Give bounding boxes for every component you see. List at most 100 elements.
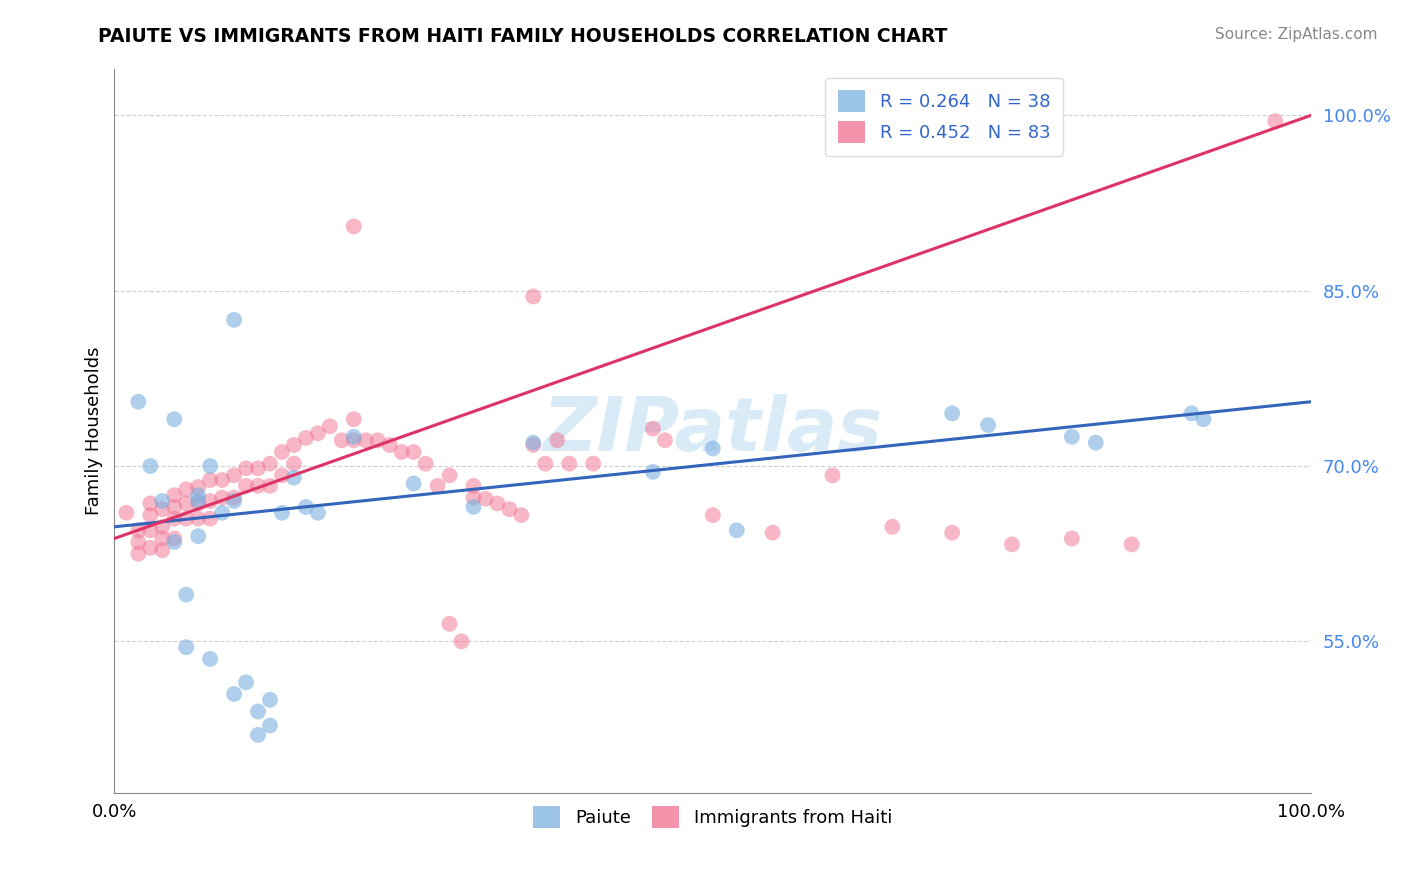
Legend: Paiute, Immigrants from Haiti: Paiute, Immigrants from Haiti [526, 798, 900, 835]
Point [439, 616, 461, 631]
Point [247, 728, 270, 742]
Point [426, 479, 449, 493]
Point [259, 718, 281, 732]
Point [187, 488, 209, 502]
Point [115, 506, 138, 520]
Point [558, 457, 581, 471]
Point [1180, 406, 1202, 420]
Point [319, 419, 342, 434]
Point [150, 520, 173, 534]
Point [235, 479, 257, 493]
Point [174, 511, 197, 525]
Point [150, 494, 173, 508]
Point [247, 479, 270, 493]
Point [391, 445, 413, 459]
Point [222, 494, 245, 508]
Text: ZIPatlas: ZIPatlas [543, 394, 883, 467]
Point [222, 468, 245, 483]
Point [283, 457, 305, 471]
Point [522, 438, 544, 452]
Point [941, 525, 963, 540]
Point [295, 431, 318, 445]
Point [198, 652, 221, 666]
Point [247, 705, 270, 719]
Point [127, 394, 149, 409]
Point [463, 500, 485, 514]
Point [450, 634, 472, 648]
Point [139, 496, 162, 510]
Point [139, 458, 162, 473]
Point [402, 476, 425, 491]
Point [307, 506, 329, 520]
Point [977, 418, 1000, 433]
Point [235, 461, 257, 475]
Point [1192, 412, 1215, 426]
Point [498, 502, 520, 516]
Point [187, 511, 209, 525]
Point [307, 426, 329, 441]
Point [271, 506, 294, 520]
Point [522, 435, 544, 450]
Point [127, 524, 149, 538]
Point [582, 457, 605, 471]
Point [354, 434, 377, 448]
Point [139, 508, 162, 522]
Point [139, 541, 162, 555]
Point [821, 468, 844, 483]
Point [187, 480, 209, 494]
Point [641, 465, 664, 479]
Point [174, 496, 197, 510]
Point [259, 479, 281, 493]
Point [259, 457, 281, 471]
Point [174, 640, 197, 655]
Point [271, 445, 294, 459]
Point [439, 468, 461, 483]
Point [654, 434, 676, 448]
Point [198, 473, 221, 487]
Point [163, 412, 186, 426]
Point [463, 479, 485, 493]
Point [271, 468, 294, 483]
Point [150, 502, 173, 516]
Point [367, 434, 389, 448]
Point [534, 457, 557, 471]
Text: PAIUTE VS IMMIGRANTS FROM HAITI FAMILY HOUSEHOLDS CORRELATION CHART: PAIUTE VS IMMIGRANTS FROM HAITI FAMILY H… [98, 27, 948, 45]
Point [1264, 114, 1286, 128]
Point [343, 219, 366, 234]
Point [295, 500, 318, 514]
Point [139, 524, 162, 538]
Point [163, 532, 186, 546]
Point [247, 461, 270, 475]
Point [174, 588, 197, 602]
Point [283, 471, 305, 485]
Point [187, 494, 209, 508]
Point [641, 421, 664, 435]
Point [222, 313, 245, 327]
Point [1060, 430, 1083, 444]
Point [235, 675, 257, 690]
Point [343, 430, 366, 444]
Point [463, 491, 485, 505]
Point [546, 434, 568, 448]
Point [127, 547, 149, 561]
Point [402, 445, 425, 459]
Point [211, 506, 233, 520]
Point [725, 524, 748, 538]
Point [415, 457, 437, 471]
Point [702, 508, 724, 522]
Point [941, 406, 963, 420]
Point [163, 535, 186, 549]
Point [198, 458, 221, 473]
Y-axis label: Family Households: Family Households [86, 347, 103, 516]
Point [702, 442, 724, 456]
Point [1060, 532, 1083, 546]
Text: Source: ZipAtlas.com: Source: ZipAtlas.com [1215, 27, 1378, 42]
Point [762, 525, 785, 540]
Point [343, 434, 366, 448]
Point [222, 687, 245, 701]
Point [187, 496, 209, 510]
Point [187, 529, 209, 543]
Point [486, 496, 509, 510]
Point [174, 483, 197, 497]
Point [259, 693, 281, 707]
